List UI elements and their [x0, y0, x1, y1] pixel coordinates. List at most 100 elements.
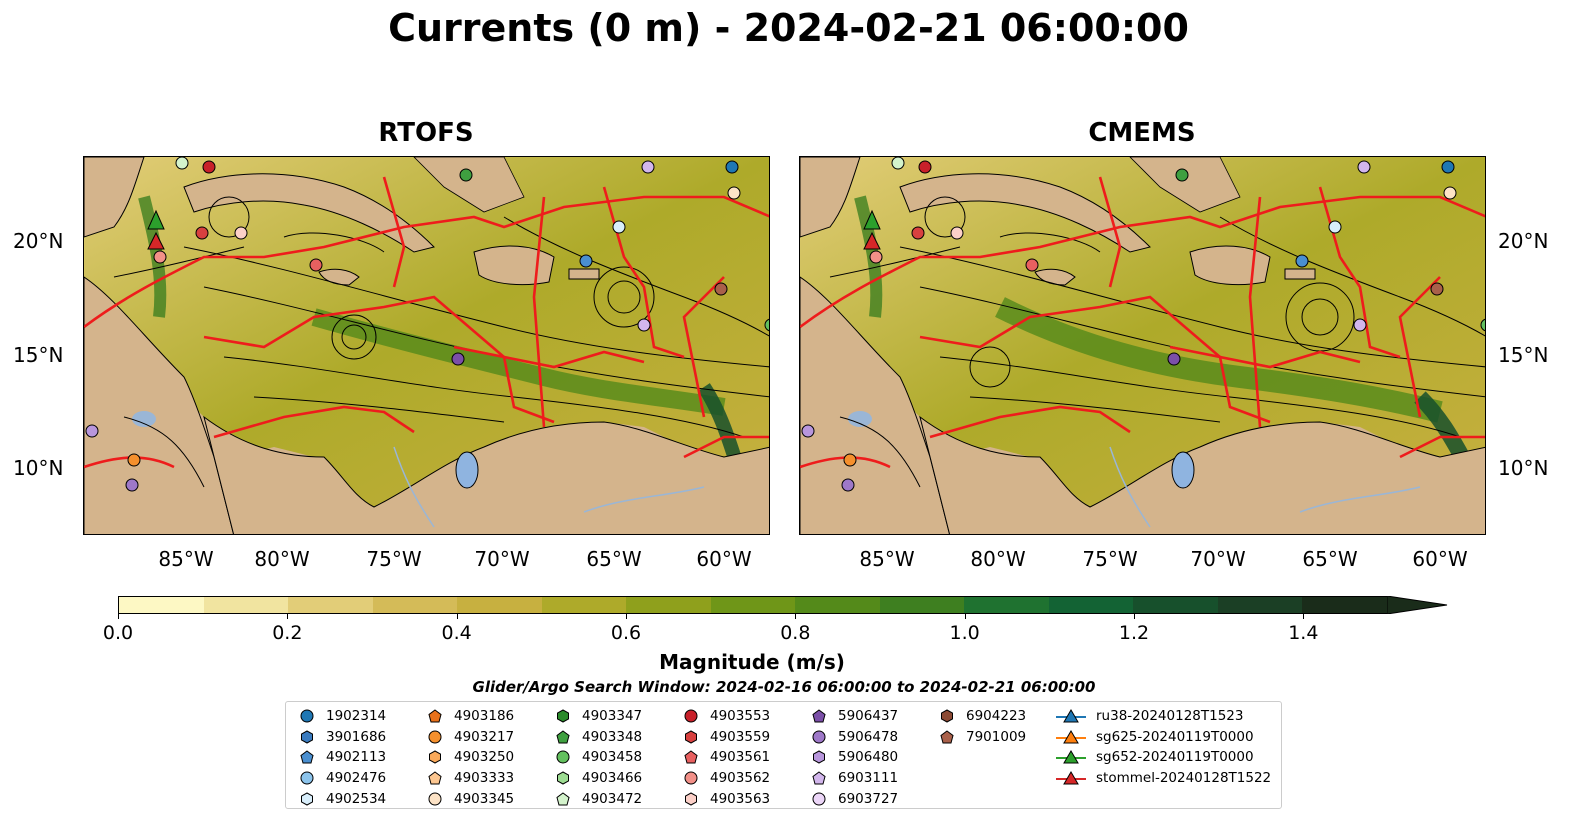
- colorbar-segment: [288, 597, 373, 613]
- legend-item: stommel-20240128T1522: [1056, 768, 1271, 789]
- colorbar-segment: [541, 597, 627, 613]
- legend-item-label: 4903563: [710, 790, 771, 807]
- hexagon-marker-icon: [301, 730, 313, 744]
- legend-item: 4903186: [426, 706, 514, 727]
- legend-item-label: 4903345: [454, 790, 515, 807]
- legend-item: 5906437: [810, 706, 898, 727]
- sea-area: [800, 157, 1485, 507]
- pentagon-marker-icon: [812, 709, 826, 723]
- colorbar-segment: [879, 597, 965, 613]
- legend-item: 6903111: [810, 768, 898, 789]
- lon-label-85w-left: 85°W: [158, 547, 214, 571]
- hexagon-marker-icon: [301, 792, 313, 806]
- legend-item-label: 4903333: [454, 770, 515, 787]
- legend-item: sg625-20240119T0000: [1056, 727, 1271, 748]
- hexagon-marker-icon: [557, 709, 569, 723]
- legend-column: 1902314 3901686 4902113 4902476 4902534: [298, 706, 386, 809]
- legend-item: 6904223: [938, 706, 1026, 727]
- map-canvas-rtofs: [84, 157, 769, 534]
- pentagon-marker-icon: [300, 750, 314, 764]
- pentagon-marker-icon: [940, 730, 954, 744]
- legend: 1902314 3901686 4902113 4902476 4902534 49031…: [285, 701, 1282, 809]
- triangle-marker-icon: [1056, 729, 1086, 744]
- legend-item-label: 5906480: [838, 749, 899, 766]
- colorbar-tick-label: 0.0: [102, 622, 134, 644]
- legend-item-label: sg652-20240119T0000: [1096, 749, 1254, 766]
- legend-column: ru38-20240128T1523 sg625-20240119T0000 sg6…: [1056, 706, 1271, 788]
- legend-item: 4902476: [298, 768, 386, 789]
- legend-item: 4903217: [426, 727, 514, 748]
- lake-maracaibo: [1171, 451, 1195, 489]
- lon-label-70w-left: 70°W: [474, 547, 530, 571]
- colorbar-tick-mark: [795, 613, 797, 619]
- circle-marker-icon: [812, 792, 826, 806]
- legend-item: ru38-20240128T1523: [1056, 706, 1271, 727]
- colorbar-segment: [964, 597, 1049, 613]
- legend-item-label: 4903347: [582, 708, 643, 725]
- colorbar-segment: [626, 597, 711, 613]
- legend-item-label: 6903727: [838, 790, 899, 807]
- colorbar-tick-mark: [1303, 613, 1305, 619]
- legend-item-label: 7901009: [966, 728, 1027, 745]
- lat-label-20n-right: 20°N: [1498, 229, 1549, 253]
- colorbar-tick-label: 0.4: [441, 622, 472, 644]
- hexagon-marker-icon: [557, 771, 569, 785]
- colorbar-tick-label: 1.4: [1288, 622, 1319, 644]
- colorbar-tick-label: 1.0: [949, 622, 980, 644]
- colorbar-segment: [1048, 597, 1134, 613]
- yucatan: [84, 157, 145, 238]
- legend-item-label: 4903472: [582, 790, 643, 807]
- puerto-rico: [1284, 268, 1316, 280]
- lon-label-70w-right: 70°W: [1190, 547, 1246, 571]
- colorbar-segment: [795, 597, 880, 613]
- colorbar-segment: [710, 597, 796, 613]
- lon-label-60w-right: 60°W: [1412, 547, 1468, 571]
- lon-label-75w-right: 75°W: [1082, 547, 1138, 571]
- lat-label-15n-left: 15°N: [13, 343, 64, 367]
- current-band: [311, 308, 726, 416]
- legend-item-label: 4902476: [326, 770, 387, 787]
- legend-item: 4903559: [682, 727, 770, 748]
- legend-item: sg652-20240119T0000: [1056, 747, 1271, 768]
- streamlines: [829, 196, 1485, 488]
- lake-nicaragua: [132, 411, 156, 427]
- map-panel-cmems: [799, 156, 1486, 535]
- legend-item: 4903250: [426, 747, 514, 768]
- legend-item: 5906478: [810, 727, 898, 748]
- panel-title-cmems: CMEMS: [1088, 118, 1196, 148]
- legend-item: 4903562: [682, 768, 770, 789]
- legend-item-label: 1902314: [326, 708, 387, 725]
- lat-label-15n-right: 15°N: [1498, 343, 1549, 367]
- search-window-text: Glider/Argo Search Window: 2024-02-16 06…: [472, 678, 1096, 696]
- cuba: [899, 173, 1151, 253]
- legend-item-label: sg625-20240119T0000: [1096, 728, 1254, 745]
- circle-marker-icon: [428, 792, 442, 806]
- colorbar-tick-label: 0.6: [610, 622, 642, 644]
- legend-item-label: ru38-20240128T1523: [1096, 708, 1244, 725]
- yucatan: [800, 157, 861, 238]
- legend-item: 4903563: [682, 788, 770, 809]
- legend-item-label: 4903559: [710, 728, 771, 745]
- legend-item: 4903458: [554, 747, 642, 768]
- hexagon-marker-icon: [813, 750, 825, 765]
- circle-marker-icon: [556, 750, 570, 764]
- triangle-marker-icon: [1056, 771, 1086, 785]
- legend-item-label: stommel-20240128T1522: [1096, 770, 1272, 787]
- eez-boundaries: [800, 176, 1485, 469]
- legend-item-label: 4903466: [582, 770, 643, 787]
- triangle-marker-icon: [1056, 709, 1086, 723]
- legend-item: 4902534: [298, 788, 386, 809]
- legend-item: 4903472: [554, 788, 642, 809]
- legend-column: 4903186 4903217 4903250 4903333 4903345: [426, 706, 514, 809]
- colorbar-segment: [1133, 597, 1218, 613]
- colorbar-segment: [1217, 597, 1303, 613]
- eez-boundaries: [84, 176, 769, 469]
- lat-label-10n-right: 10°N: [1498, 456, 1549, 480]
- legend-item-label: 5906478: [838, 728, 899, 745]
- colorbar-label: Magnitude (m/s): [659, 650, 845, 674]
- lon-label-80w-left: 80°W: [254, 547, 310, 571]
- lake-nicaragua: [848, 411, 872, 427]
- circle-marker-icon: [300, 771, 314, 785]
- legend-item-label: 6904223: [966, 708, 1027, 725]
- legend-item: 4903333: [426, 768, 514, 789]
